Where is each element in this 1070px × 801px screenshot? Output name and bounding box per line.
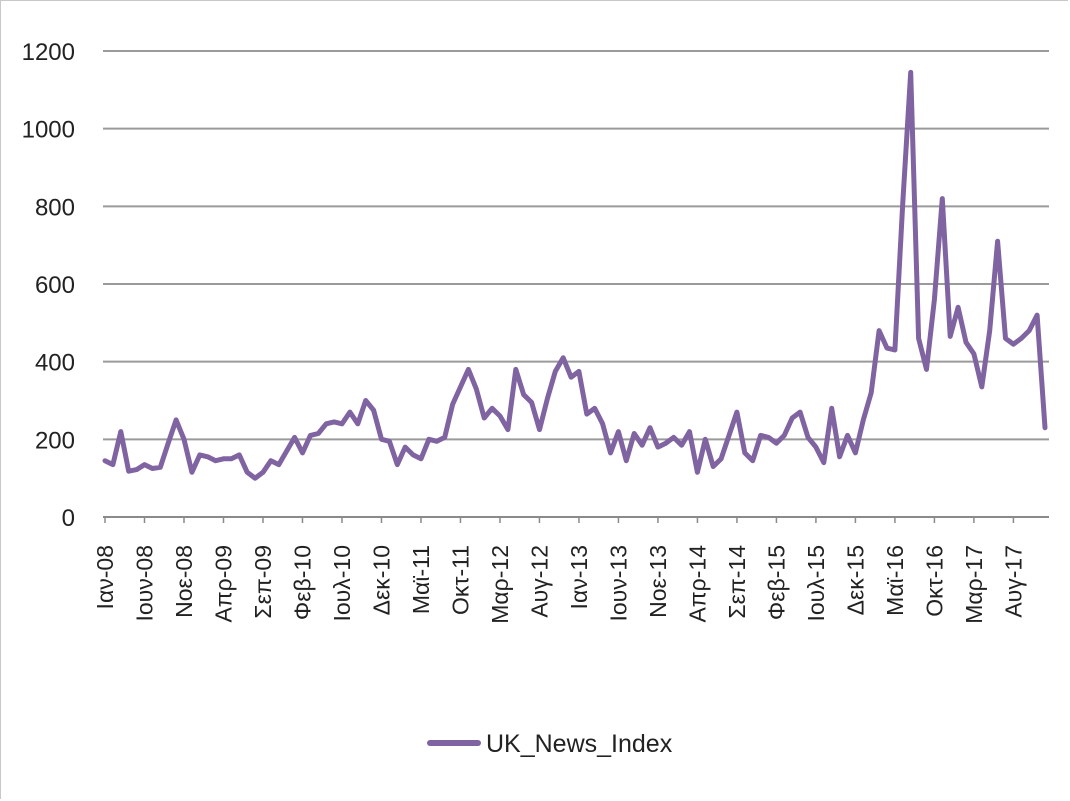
gridlines	[103, 50, 1049, 523]
y-tick-label: 1200	[22, 39, 75, 66]
x-tick-label: Ιουλ-15	[803, 545, 829, 622]
series-layer	[102, 69, 1048, 481]
y-tick-label: 800	[35, 194, 75, 221]
y-tick-label: 1000	[22, 117, 75, 144]
x-tick-label: Νοε-13	[645, 545, 671, 618]
x-tick-label: Δεκ-10	[368, 545, 394, 615]
x-tick-label: Απρ-09	[210, 545, 236, 623]
x-tick-label: Μαρ-17	[961, 545, 987, 624]
x-tick-label: Οκτ-11	[447, 545, 473, 615]
y-tick-label: 0	[62, 505, 75, 532]
y-tick-label: 400	[35, 350, 75, 377]
x-tick-label: Απρ-14	[684, 545, 710, 623]
x-tick-label: Αυγ-17	[1000, 545, 1026, 618]
legend: UK_News_Index	[427, 730, 673, 758]
x-tick-label: Ιουν-13	[605, 545, 631, 622]
series-line-uk-news-index	[102, 69, 1048, 481]
x-tick-label: Ιαν-13	[566, 545, 592, 609]
y-tick-label: 600	[35, 272, 75, 299]
x-tick-label: Οκτ-16	[921, 545, 947, 617]
x-tick-label: Νοε-08	[171, 545, 197, 618]
x-axis-ticks: Ιαν-08 Ιουν-08 Νοε-08 Απρ-09 Σεπ-09 Φεβ-10 Ιου…	[92, 545, 1026, 624]
legend-label: UK_News_Index	[486, 730, 673, 758]
x-tick-label: Σεπ-09	[250, 545, 276, 619]
x-tick-label: Αυγ-12	[526, 545, 552, 618]
x-tick-label: Σεπ-14	[724, 545, 750, 619]
x-tick-label: Φεβ-15	[763, 545, 789, 620]
x-tick-label: Μαρ-12	[487, 545, 513, 624]
x-tick-label: Ιουν-08	[131, 545, 157, 622]
y-tick-label: 200	[35, 427, 75, 454]
x-tick-label: Μαϊ-16	[882, 545, 908, 616]
y-axis-ticks: 0 200 400 600 800 1000 1200	[22, 39, 75, 532]
x-tick-label: Ιουλ-10	[329, 545, 355, 622]
x-tick-label: Ιαν-08	[92, 545, 118, 609]
x-tick-label: Δεκ-15	[842, 545, 868, 615]
x-tick-label: Μαϊ-11	[408, 545, 434, 614]
x-tick-label: Φεβ-10	[289, 545, 315, 620]
